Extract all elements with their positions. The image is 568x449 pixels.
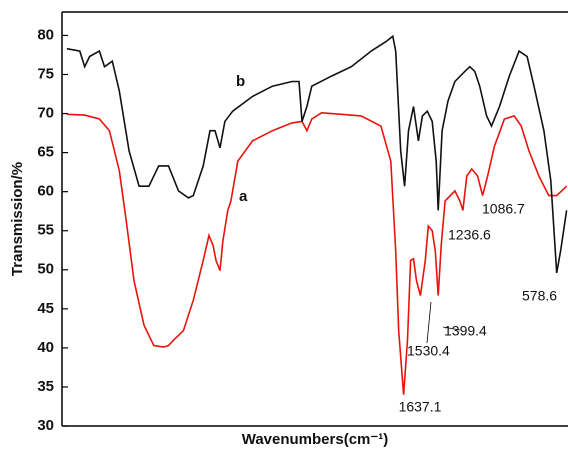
- y-tick-label: 45: [37, 300, 54, 317]
- peak-label: 1399.4: [444, 323, 487, 339]
- peak-label: 1530.4: [407, 343, 450, 359]
- y-tick-label: 55: [37, 222, 54, 239]
- y-tick-label: 50: [37, 261, 54, 278]
- y-axis-title: Transmission/%: [9, 162, 26, 276]
- peak-label: 1086.7: [482, 201, 525, 217]
- y-tick-label: 80: [37, 26, 54, 43]
- x-axis-title: Wavenumbers(cm⁻¹): [242, 431, 389, 448]
- peak-label: 1637.1: [399, 399, 442, 415]
- y-tick-label: 65: [37, 144, 54, 161]
- y-tick-label: 70: [37, 105, 54, 122]
- y-tick-label: 30: [37, 417, 54, 434]
- series-label: b: [236, 73, 245, 90]
- peak-label: 1236.6: [448, 227, 491, 243]
- series-line: [66, 111, 568, 395]
- y-tick-label: 60: [37, 183, 54, 200]
- peak-label: 578.6: [522, 288, 557, 304]
- series-line: [66, 34, 568, 274]
- y-tick-label: 75: [37, 65, 54, 82]
- y-tick-label: 35: [37, 378, 54, 395]
- y-tick-label: 40: [37, 339, 54, 356]
- leader-line: [426, 301, 432, 344]
- leader-line: [442, 326, 461, 331]
- series-label: a: [239, 188, 248, 205]
